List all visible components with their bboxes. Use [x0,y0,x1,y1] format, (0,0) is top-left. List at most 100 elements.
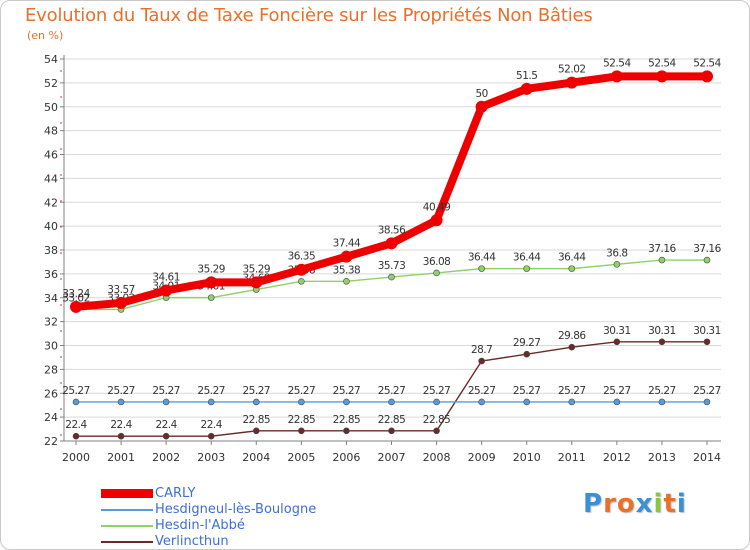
data-point [433,398,440,406]
axis-decor-dot [60,70,62,72]
x-tick-label: 2013 [648,451,676,464]
x-tick-label: 2000 [62,451,90,464]
y-tick-label: 28 [44,363,58,376]
data-label: 25.27 [648,385,676,397]
legend-label: CARLY [155,486,196,501]
data-label: 25.27 [107,385,135,397]
data-label: 25.27 [378,385,406,397]
data-point [250,276,263,289]
data-label: 33.24 [62,288,90,300]
data-point [568,265,576,272]
data-point [520,82,533,95]
data-label: 30.31 [693,325,721,337]
data-label: 29.27 [513,337,541,349]
data-point [385,237,398,250]
data-label: 28.7 [471,344,492,356]
data-label: 34.61 [152,271,180,283]
legend-label: Hesdin-l'Abbé [155,518,245,533]
data-label: 36.08 [423,256,451,268]
y-tick-label: 50 [44,101,58,114]
data-point [523,265,531,272]
data-label: 22.4 [155,419,177,431]
data-point [475,100,488,113]
data-label: 33.02 [62,292,90,304]
data-label: 36.35 [288,251,316,263]
data-label: 25.27 [558,385,586,397]
data-label: 36.8 [606,247,627,259]
y-tick-label: 36 [44,268,58,281]
data-point [523,398,531,406]
y-tick-label: 54 [44,53,58,66]
data-label: 25.27 [513,385,541,397]
data-label: 35.29 [197,263,225,275]
data-label: 38.56 [378,224,406,236]
series-verlincthun: 22.4 22.4 22.4 22.4 22.85 22.85 22.85 22.85 22.8… [65,325,721,440]
data-label: 36.44 [558,252,586,264]
data-label: 35.38 [333,264,361,276]
y-tick-label: 42 [44,196,58,209]
grid-lines [64,58,721,442]
axis-decor-dot [60,174,62,176]
x-tick-label: 2005 [287,451,315,464]
data-point [523,350,531,358]
data-label: 25.27 [603,385,631,397]
data-point [72,432,80,440]
series-hesdigneul-l-s-boulogne: 25.27 25.27 25.27 25.27 25.27 25.27 25.27 25.27… [62,385,721,406]
data-label: 50 [475,88,487,100]
axis-decor-dot [60,96,62,98]
data-label: 25.27 [243,385,271,397]
data-label: 22.4 [201,419,223,431]
data-point [610,70,623,83]
data-point [298,398,305,406]
axis-decor-dot [60,148,62,150]
axis-decor-dot [60,278,62,280]
axis-decor-dot [60,330,62,332]
data-label: 33.57 [107,284,135,296]
data-point [343,427,350,435]
x-tick-label: 2001 [107,451,135,464]
data-point [388,398,395,406]
data-point [568,343,576,351]
data-point [207,398,215,406]
legend-label: Verlincthun [155,534,229,549]
y-tick-label: 32 [44,316,58,329]
data-label: 52.54 [648,57,676,69]
x-tick-label: 2002 [152,451,180,464]
data-point [703,398,711,406]
y-tick-label: 34 [44,292,58,305]
logo-letter: r [603,489,617,519]
y-tick-label: 40 [44,220,58,233]
series-carly: 33.24 33.57 34.61 35.29 35.29 36.35 37.44 38.56… [62,57,722,313]
data-label: 29.86 [558,330,586,342]
data-point [613,261,621,268]
data-point [701,70,713,83]
x-tick-label: 2010 [513,451,541,464]
x-tick-label: 2008 [423,451,451,464]
data-label: 25.27 [423,385,451,397]
x-tick-label: 2004 [242,451,270,464]
axis-decor-dot [60,382,62,384]
x-tick-label: 2003 [197,451,225,464]
x-tick-label: 2009 [468,451,496,464]
data-label: 36.44 [468,252,496,264]
data-label: 22.85 [333,414,361,426]
data-point [568,398,576,406]
data-point [117,432,125,440]
proxiti-logo: Proxiti [583,489,687,519]
axis-decor-dot [60,304,62,306]
y-tick-label: 24 [44,411,58,424]
data-point [252,427,260,435]
legend-label: Hesdigneul-lès-Boulogne [155,502,317,517]
data-point [658,398,666,406]
data-label: 22.85 [378,414,406,426]
x-tick-label: 2007 [378,451,406,464]
y-tick-label: 30 [44,340,58,353]
data-point [115,296,128,309]
data-point [207,294,215,301]
logo-letter: i [653,489,664,519]
data-point [343,277,350,285]
data-point [478,357,485,365]
y-tick-label: 44 [44,172,58,185]
y-tick-label: 26 [44,387,58,400]
